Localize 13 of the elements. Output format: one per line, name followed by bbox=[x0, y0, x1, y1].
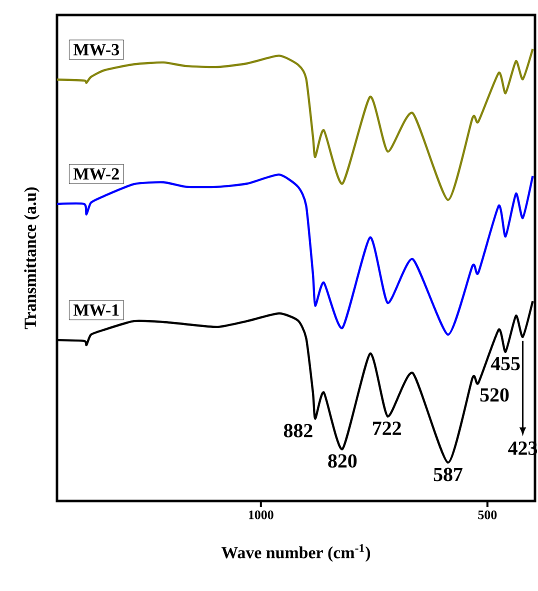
annotation: 882 bbox=[284, 424, 312, 438]
x-axis-title: Wave number (cm$^{-1}$) bbox=[221, 544, 370, 562]
annotation: 820 bbox=[328, 454, 357, 468]
annotation: 587 bbox=[434, 468, 462, 482]
series-label: MW-1 bbox=[73, 304, 119, 316]
y-axis-title: Transmittance (a.u) bbox=[24, 187, 40, 330]
annotation: 722 bbox=[373, 422, 401, 435]
x-tick-label: 1000 bbox=[248, 510, 274, 520]
annotation: 455 bbox=[490, 357, 520, 370]
series-label: MW-3 bbox=[73, 44, 120, 56]
series-label: MW-2 bbox=[73, 168, 119, 180]
annotation: 520 bbox=[480, 388, 509, 402]
x-tick-label: 500 bbox=[478, 510, 497, 520]
